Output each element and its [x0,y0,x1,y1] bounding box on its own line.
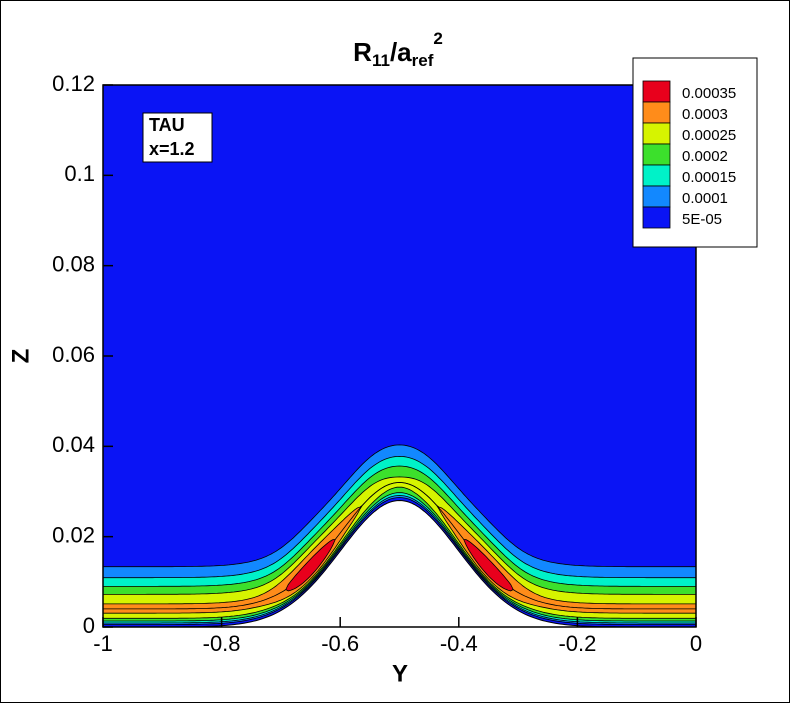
legend-label: 0.00015 [682,169,736,186]
chart-title: R11/aref 2 [353,29,443,70]
legend-swatch [642,101,671,124]
contour-band [103,482,696,614]
x-tick-label: 0 [690,631,702,656]
title-part: R [353,37,372,67]
axes: -1 -0.8 -0.6 -0.4 -0.2 0 0 0.02 0.04 0.06 0.08 0.1 0… [52,71,702,656]
legend-label: 0.0002 [682,148,728,165]
title-part: /a [390,37,412,67]
annotation: x=1.2 [149,139,195,159]
title-sub: 11 [372,51,390,70]
legend-label: 0.0001 [682,190,728,207]
legend: 0.00035 0.0003 0.00025 0.0002 0.00015 0.0001 5… [642,80,736,229]
legend-swatch [642,185,671,208]
contour-band [103,482,696,610]
x-tick-label: -0.8 [203,631,241,656]
annotation-box [142,112,213,163]
legend-label: 0.0003 [682,106,728,123]
y-tick-label: 0.04 [52,432,95,457]
legend-swatch [642,143,671,166]
contour-band [103,465,696,622]
legend-label: 5E-05 [682,211,722,228]
plot-area [103,85,696,627]
y-tick-label: 0 [83,613,95,638]
x-tick-label: -0.2 [558,631,596,656]
title-sup: 2 [433,29,442,48]
title-sub: ref [412,51,434,70]
legend-swatch [642,80,671,103]
annotation: TAU [149,115,185,135]
legend-swatch [642,122,671,145]
x-tick-label: -0.6 [321,631,359,656]
y-axis-label: Z [7,349,34,364]
y-tick-label: 0.06 [52,342,95,367]
y-tick-label: 0.1 [64,161,95,186]
legend-swatch [642,164,671,187]
legend-label: 0.00035 [682,85,736,102]
y-tick-label: 0.08 [52,251,95,276]
legend-swatch [642,206,671,229]
y-tick-label: 0.02 [52,522,95,547]
x-tick-label: -0.4 [440,631,478,656]
legend-label: 0.00025 [682,127,736,144]
y-tick-label: 0.12 [52,71,95,96]
x-tick-label: -1 [93,631,113,656]
x-axis-label: Y [392,660,408,687]
